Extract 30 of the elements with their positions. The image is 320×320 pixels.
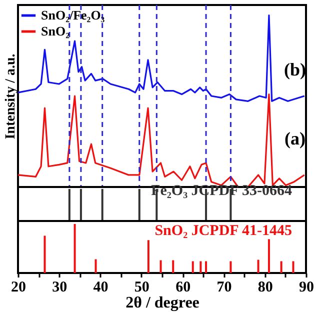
- bar: [200, 261, 202, 273]
- bar: [230, 261, 232, 273]
- annotation: (a): [284, 128, 306, 149]
- x-tick-label: 60: [176, 280, 191, 296]
- bar: [268, 239, 270, 273]
- x-tick-label: 80: [258, 280, 273, 296]
- bar: [172, 260, 174, 273]
- x-tick-label: 20: [11, 280, 26, 296]
- chart-title: SnO₂ JCPDF 41-1445: [154, 223, 292, 239]
- bar: [147, 240, 150, 273]
- legend-label: SnO₂: [41, 24, 70, 38]
- bar: [192, 261, 194, 273]
- x-tick-label: 50: [134, 280, 150, 296]
- bar: [292, 261, 294, 273]
- legend-label: SnO₂/Fe₂O₃: [41, 8, 105, 22]
- chart-title: Fe₂O₃ JCPDF 33-0664: [151, 183, 292, 199]
- bar: [160, 260, 162, 273]
- x-tick-label: 70: [216, 280, 232, 296]
- bar: [205, 261, 208, 273]
- bar: [257, 260, 260, 273]
- x-tick-label: 30: [52, 280, 68, 296]
- x-tick-label: 90: [299, 280, 314, 296]
- bar: [74, 224, 76, 273]
- bar: [280, 261, 282, 273]
- annotation: (b): [284, 60, 306, 80]
- y-axis-title: Intensity / a.u.: [4, 54, 18, 140]
- bar: [44, 236, 46, 273]
- x-axis-title: 2θ / degree: [126, 294, 200, 312]
- bar: [94, 259, 97, 273]
- x-tick-label: 40: [93, 280, 108, 296]
